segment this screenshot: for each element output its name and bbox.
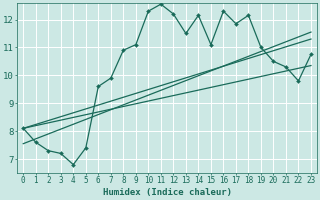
X-axis label: Humidex (Indice chaleur): Humidex (Indice chaleur): [103, 188, 232, 197]
